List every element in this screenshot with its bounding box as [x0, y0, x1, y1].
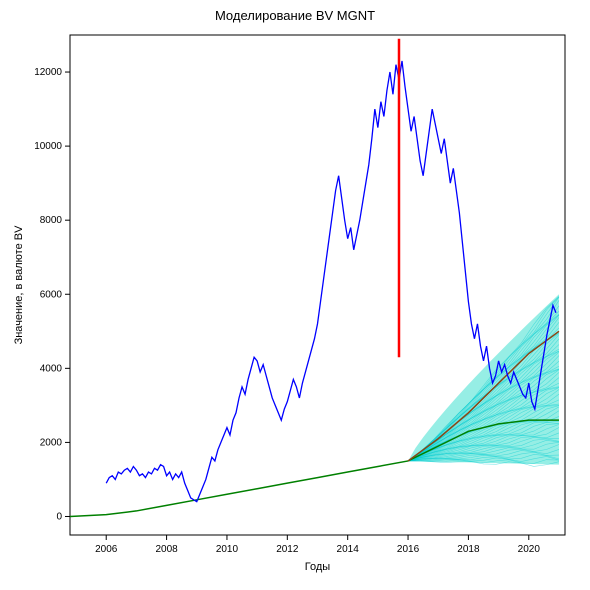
y-tick-label: 12000: [34, 67, 62, 78]
x-tick-label: 2014: [337, 544, 360, 555]
y-axis-label: Значение, в валюте BV: [13, 225, 25, 344]
x-tick-label: 2008: [155, 544, 178, 555]
x-tick-label: 2020: [518, 544, 541, 555]
y-tick-label: 8000: [40, 215, 63, 226]
plot-area: [70, 39, 559, 517]
y-tick-label: 10000: [34, 141, 62, 152]
x-tick-label: 2010: [216, 544, 239, 555]
y-tick-label: 4000: [40, 363, 63, 374]
x-tick-label: 2016: [397, 544, 420, 555]
chart-title: Моделирование BV MGNT: [215, 8, 375, 23]
chart-container: Моделирование BV MGNT 2006 2008 2010 2012 201…: [0, 0, 590, 590]
y-tick-label: 2000: [40, 437, 63, 448]
x-tick-label: 2018: [457, 544, 480, 555]
y-tick-label: 0: [56, 511, 62, 522]
x-tick-label: 2012: [276, 544, 299, 555]
x-axis-label: Годы: [305, 561, 331, 573]
y-tick-label: 6000: [40, 289, 63, 300]
chart-svg: Моделирование BV MGNT 2006 2008 2010 2012 201…: [0, 0, 590, 590]
x-tick-label: 2006: [95, 544, 118, 555]
